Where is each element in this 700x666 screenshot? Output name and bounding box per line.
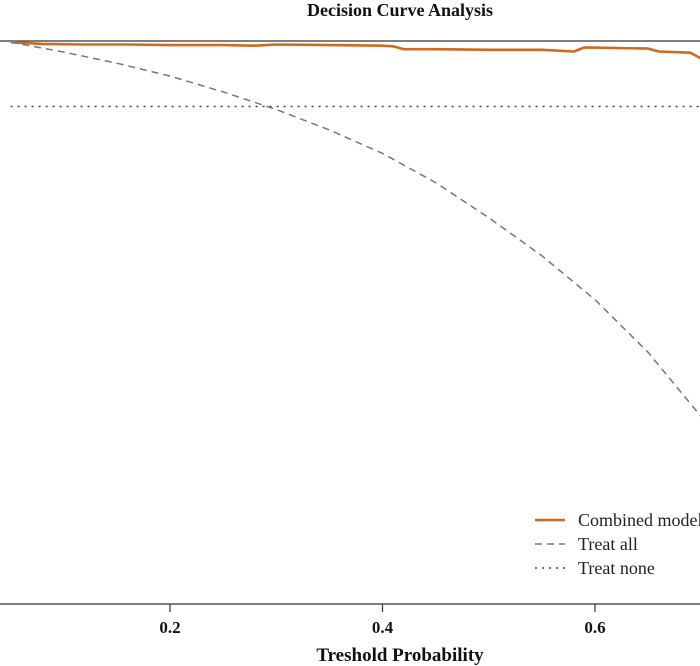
legend-label-treat-none: Treat none xyxy=(578,558,655,578)
x-axis-label: Treshold Probability xyxy=(316,645,484,666)
legend-label-combined-model: Combined model xyxy=(578,510,700,530)
series-lines xyxy=(10,40,700,417)
legend-label-treat-all: Treat all xyxy=(578,534,638,554)
x-tick-label: 0.6 xyxy=(584,618,605,637)
series-line-treat-all xyxy=(10,41,700,417)
legend: Combined model Treat all Treat none xyxy=(535,510,700,578)
x-tick-label: 0.2 xyxy=(159,618,180,637)
chart-title: Decision Curve Analysis xyxy=(307,0,493,20)
x-tick-label: 0.4 xyxy=(372,618,394,637)
series-line-combined-model xyxy=(10,40,700,60)
x-axis-ticks: 0.2 0.4 0.6 xyxy=(159,604,606,637)
